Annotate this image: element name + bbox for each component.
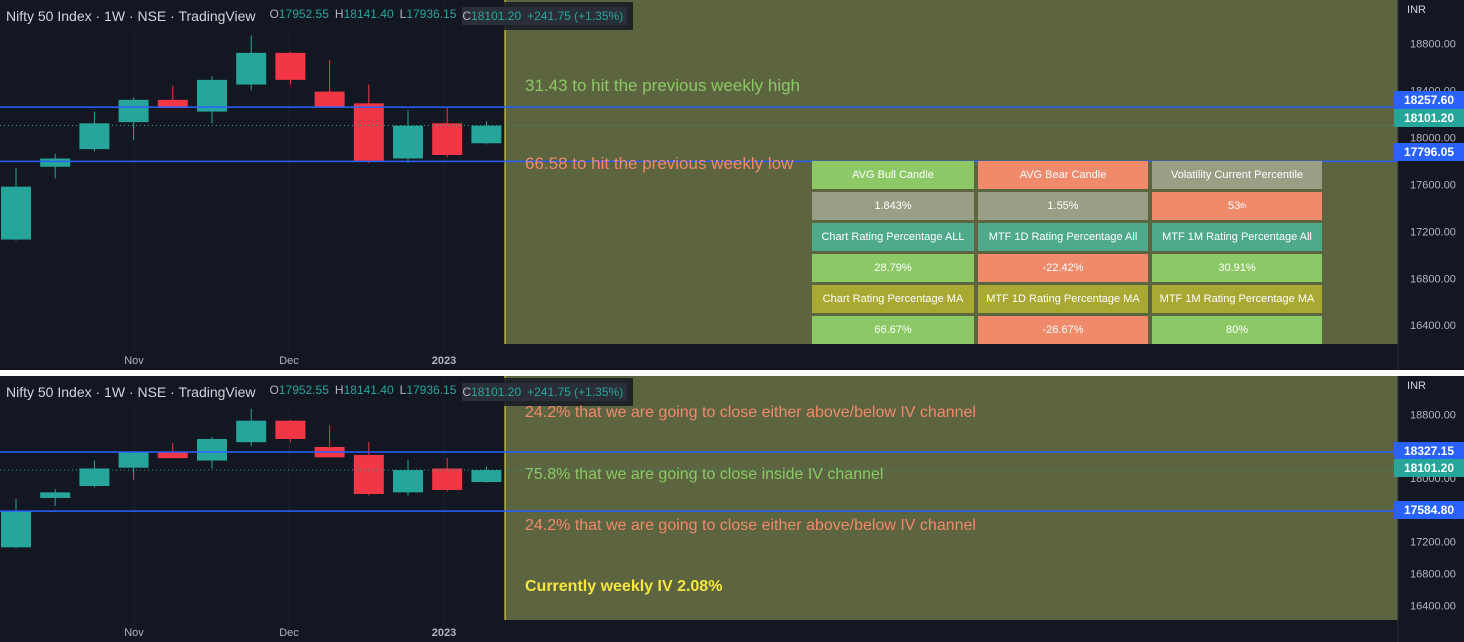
low-value: 17936.15 [406, 7, 457, 21]
stats-cell: MTF 1D Rating Percentage MA [978, 285, 1148, 313]
lower-line-price-tag: 17584.80 [1394, 501, 1464, 519]
x-tick-label: Dec [279, 355, 299, 367]
stats-cell: Volatility Current Percentile [1152, 161, 1322, 189]
open-value: 17952.55 [278, 7, 329, 21]
current-price-tag: 18101.20 [1394, 459, 1464, 477]
stats-cell: MTF 1M Rating Percentage MA [1152, 285, 1322, 313]
close-value: 18101.20 [471, 9, 522, 23]
bull-candle[interactable] [471, 125, 502, 144]
ohlc-values: O17952.55 H18141.40 L17936.15 C18101.20 +… [270, 7, 628, 25]
bull-candle[interactable] [471, 470, 502, 483]
symbol-title[interactable]: Nifty 50 Index · 1W · NSE · TradingView [6, 384, 256, 400]
stats-cell: 1.55% [978, 192, 1148, 220]
bull-candle[interactable] [197, 79, 227, 112]
change-value: +241.75 (+1.35%) [527, 9, 624, 23]
iv-outside-message-top: 24.2% that we are going to close either … [525, 404, 976, 421]
y-tick-label: 16400.00 [1410, 600, 1456, 612]
y-tick-label: 16800.00 [1410, 273, 1456, 285]
stats-cell: Chart Rating Percentage MA [812, 285, 974, 313]
stats-cell: MTF 1M Rating Percentage All [1152, 223, 1322, 251]
stats-cell: Chart Rating Percentage ALL [812, 223, 974, 251]
top-chart-legend: Nifty 50 Index · 1W · NSE · TradingView … [0, 2, 634, 30]
stats-cell: 66.67% [812, 316, 974, 344]
bear-candle[interactable] [353, 103, 384, 161]
bull-candle[interactable] [40, 492, 71, 498]
bull-candle[interactable] [118, 99, 149, 123]
bull-candle[interactable] [197, 439, 227, 461]
stats-cell-suffix: th [1240, 202, 1247, 210]
bear-candle[interactable] [432, 468, 463, 490]
bull-candle[interactable] [118, 452, 149, 468]
low-value: 17936.15 [406, 383, 457, 397]
stats-cell: -26.67% [978, 316, 1148, 344]
stats-cell: AVG Bull Candle [812, 161, 974, 189]
high-value: 18141.40 [343, 383, 394, 397]
previous-high-message: 31.43 to hit the previous weekly high [525, 76, 801, 95]
stats-cell: 30.91% [1152, 254, 1322, 282]
bull-candle[interactable] [1, 186, 31, 240]
y-tick-label: 18800.00 [1410, 409, 1456, 421]
previous-low-message: 66.58 to hit the previous weekly low [525, 154, 794, 173]
bull-candle[interactable] [79, 123, 110, 150]
stats-cell: MTF 1D Rating Percentage All [978, 223, 1148, 251]
x-tick-label: Dec [279, 627, 299, 639]
x-tick-label: 2023 [432, 627, 456, 639]
upper-line-price-tag: 18327.15 [1394, 442, 1464, 460]
iv-outside-message-bottom: 24.2% that we are going to close either … [525, 517, 976, 534]
current-price-tag: 18101.20 [1394, 109, 1464, 127]
x-tick-label: 2023 [432, 355, 456, 367]
x-tick-label: Nov [124, 355, 144, 367]
y-tick-label: 17200.00 [1410, 537, 1456, 549]
bull-candle[interactable] [40, 158, 71, 167]
bull-candle[interactable] [393, 470, 423, 493]
bear-candle[interactable] [314, 91, 345, 107]
bear-candle[interactable] [275, 52, 306, 80]
weekly-iv-message: Currently weekly IV 2.08% [525, 578, 723, 595]
top-chart-panel[interactable]: 18800.0018400.0018000.0017600.0017200.00… [0, 0, 1464, 370]
ohlc-values: O17952.55 H18141.40 L17936.15 C18101.20 +… [270, 383, 628, 401]
stats-cell: 28.79% [812, 254, 974, 282]
bear-candle[interactable] [432, 123, 463, 155]
currency-label: INR [1407, 4, 1426, 16]
y-tick-label: 18000.00 [1410, 132, 1456, 144]
bull-candle[interactable] [236, 52, 267, 85]
high-value: 18141.40 [343, 7, 394, 21]
stats-cell: AVG Bear Candle [978, 161, 1148, 189]
currency-label: INR [1407, 380, 1426, 392]
symbol-title[interactable]: Nifty 50 Index · 1W · NSE · TradingView [6, 8, 256, 24]
bear-candle[interactable] [157, 99, 188, 109]
bull-candle[interactable] [393, 125, 423, 159]
x-tick-label: Nov [124, 627, 144, 639]
bear-candle[interactable] [157, 452, 188, 459]
bull-candle[interactable] [236, 420, 267, 443]
upper-line-price-tag: 18257.60 [1394, 91, 1464, 109]
close-value: 18101.20 [471, 385, 522, 399]
stats-cell: -22.42% [978, 254, 1148, 282]
change-value: +241.75 (+1.35%) [527, 385, 624, 399]
bear-candle[interactable] [275, 420, 306, 440]
bear-candle[interactable] [353, 454, 384, 494]
bull-candle[interactable] [1, 511, 31, 548]
stats-cell: 80% [1152, 316, 1322, 344]
y-tick-label: 18800.00 [1410, 38, 1456, 50]
indicator-overlay [505, 376, 1398, 620]
stats-table: AVG Bull Candle AVG Bear Candle Volatility… [812, 161, 1322, 344]
y-tick-label: 17200.00 [1410, 226, 1456, 238]
iv-inside-message: 75.8% that we are going to close inside … [525, 466, 884, 483]
y-tick-label: 17600.00 [1410, 179, 1456, 191]
y-tick-label: 16800.00 [1410, 569, 1456, 581]
price-axis[interactable] [1398, 0, 1464, 370]
stats-cell: 1.843% [812, 192, 974, 220]
bottom-chart-canvas[interactable]: 18800.0018400.0018000.0017600.0017200.00… [0, 376, 1464, 642]
bull-candle[interactable] [79, 468, 110, 486]
bottom-chart-panel[interactable]: 18800.0018400.0018000.0017600.0017200.00… [0, 376, 1464, 642]
bottom-chart-legend: Nifty 50 Index · 1W · NSE · TradingView … [0, 378, 634, 406]
open-value: 17952.55 [278, 383, 329, 397]
y-tick-label: 16400.00 [1410, 320, 1456, 332]
lower-line-price-tag: 17796.05 [1394, 143, 1464, 161]
